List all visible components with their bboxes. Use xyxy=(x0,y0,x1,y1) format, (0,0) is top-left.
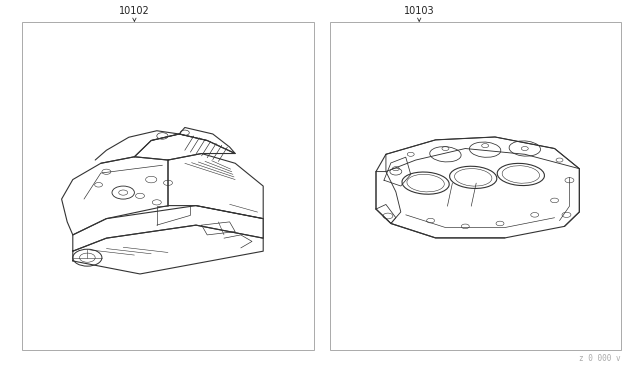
Bar xyxy=(22,22,314,350)
Text: z 0 000 v: z 0 000 v xyxy=(579,354,621,363)
Text: 10102: 10102 xyxy=(119,6,150,16)
Bar xyxy=(330,22,621,350)
Text: 10103: 10103 xyxy=(404,6,435,16)
